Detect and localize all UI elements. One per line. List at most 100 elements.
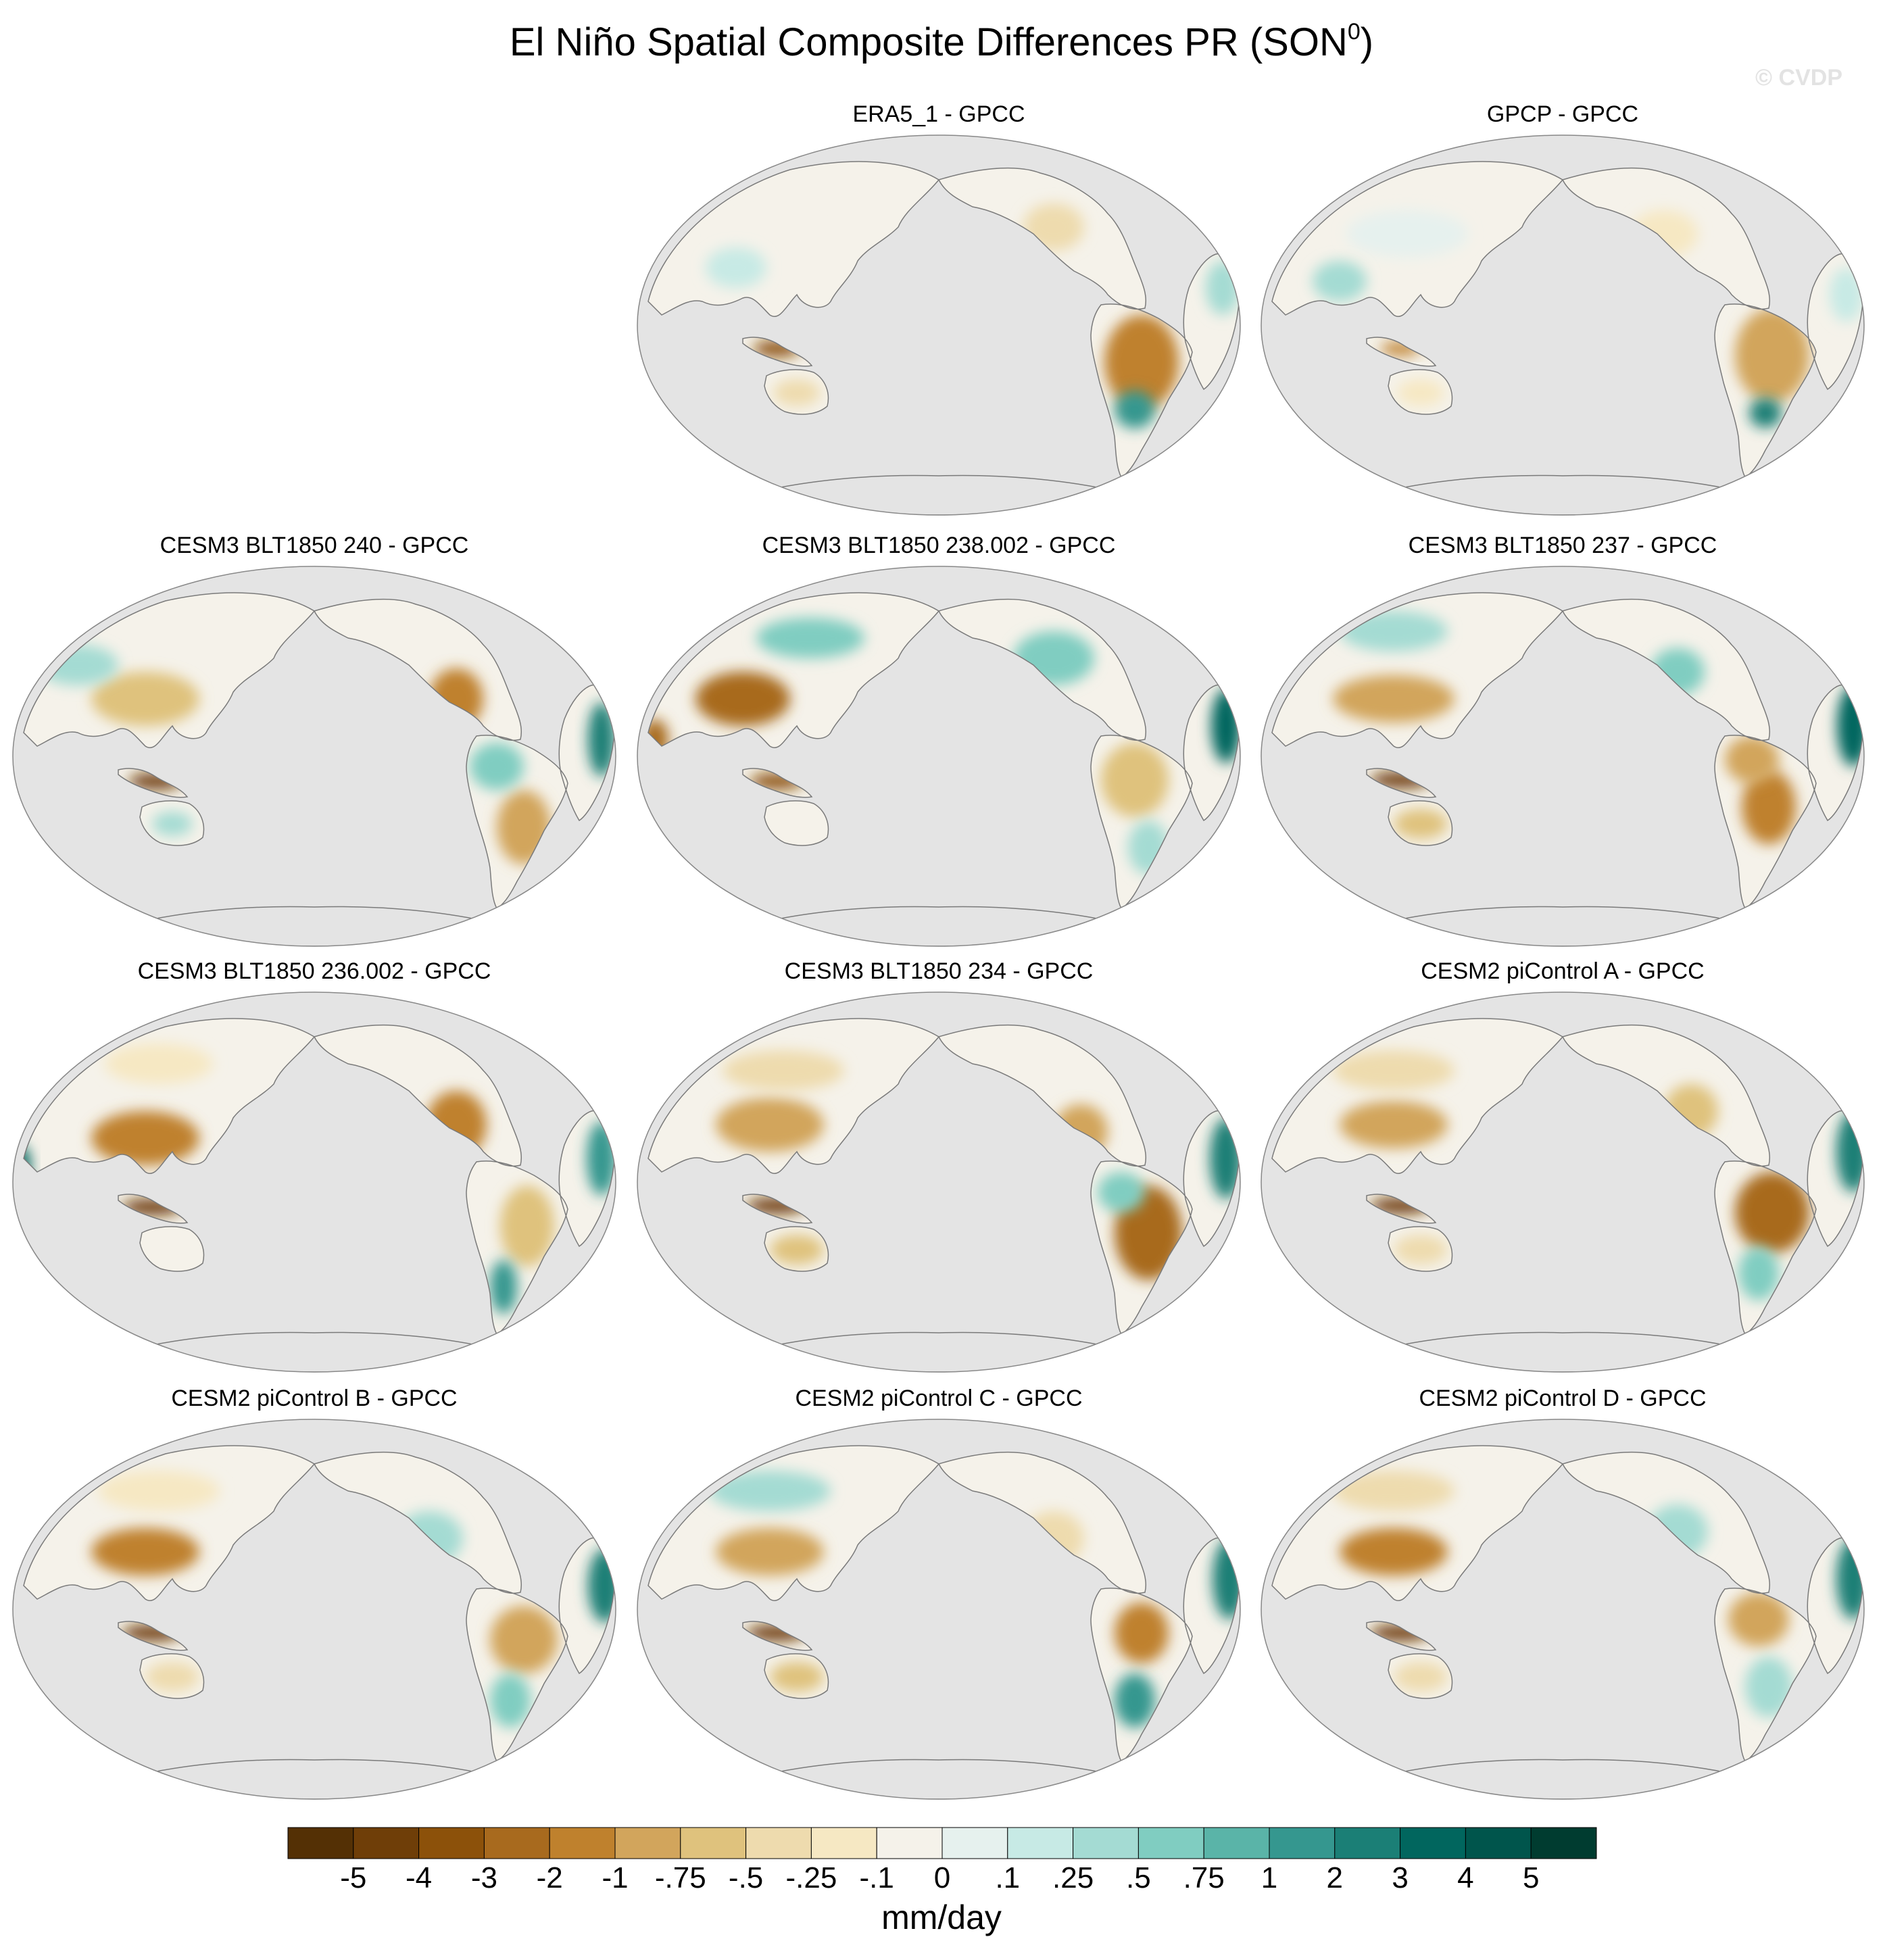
panel-title: CESM2 piControl C - GPCC — [795, 1386, 1083, 1411]
panel-title: CESM3 BLT1850 234 - GPCC — [784, 958, 1094, 984]
colorbar-tick-label: 3 — [1392, 1861, 1409, 1894]
coastline — [1714, 303, 1817, 478]
coastline — [118, 1621, 189, 1651]
coastline — [647, 1018, 940, 1174]
coastline — [466, 735, 568, 909]
anomaly-region — [1728, 1592, 1789, 1646]
anomaly-region — [716, 1098, 824, 1152]
anomaly-region — [1333, 1050, 1454, 1091]
figure-title: El Niño Spatial Composite Differences PR… — [509, 19, 1374, 64]
coastline — [742, 1621, 813, 1651]
colorbar-swatch — [287, 1827, 354, 1859]
land-australia — [764, 800, 829, 846]
anomaly-region — [470, 743, 524, 790]
colorbar-tick-label: 5 — [1522, 1861, 1540, 1894]
coastline — [1090, 303, 1193, 478]
coastline — [764, 1226, 829, 1272]
world-map — [12, 566, 616, 947]
coastline — [118, 1194, 189, 1224]
panel-title: CESM3 BLT1850 236.002 - GPCC — [137, 958, 491, 984]
coastline — [1388, 1226, 1453, 1272]
colorbar-tick-label: 1 — [1261, 1861, 1278, 1894]
colorbar-tick-label: -3 — [470, 1861, 497, 1894]
panel-title: CESM2 piControl D - GPCC — [1419, 1386, 1707, 1411]
coastline — [1090, 1588, 1193, 1762]
coastline — [139, 1226, 205, 1272]
map-border — [637, 134, 1241, 516]
colorbar-swatch — [1138, 1827, 1204, 1859]
coastline — [1714, 735, 1817, 909]
colorbar-tick-label: -.1 — [859, 1861, 894, 1894]
colorbar-swatch — [1073, 1827, 1139, 1859]
anomaly-region — [1340, 1528, 1448, 1575]
coastline — [742, 337, 813, 367]
panel-title: CESM2 piControl B - GPCC — [171, 1386, 458, 1411]
colorbar-swatch — [810, 1827, 877, 1859]
anomaly-region — [490, 1260, 517, 1314]
anomaly-region — [145, 1662, 199, 1692]
anomaly-region — [1115, 391, 1155, 428]
coastline — [1366, 1621, 1437, 1651]
colorbar-tick-label: -.25 — [785, 1861, 837, 1894]
coastline — [1090, 735, 1193, 909]
world-map — [12, 991, 616, 1373]
anomaly-region — [24, 1145, 30, 1174]
anomaly-region — [490, 1606, 558, 1673]
colorbar-units: mm/day — [881, 1898, 1002, 1936]
anomaly-region — [695, 672, 790, 726]
map-border — [1261, 1419, 1865, 1800]
colorbar-swatch — [1400, 1827, 1466, 1859]
anomaly-region — [105, 1044, 213, 1084]
colorbar-swatch — [680, 1827, 747, 1859]
coastline — [23, 592, 316, 748]
colorbar-swatch — [942, 1827, 1008, 1859]
coastline — [1271, 1018, 1564, 1174]
colorbar-tick-label: 2 — [1326, 1861, 1344, 1894]
world-map — [637, 566, 1241, 947]
anomaly-region — [500, 1185, 554, 1267]
anomaly-region — [1735, 1172, 1809, 1253]
anomaly-region — [1397, 379, 1444, 406]
world-map — [1261, 134, 1865, 516]
coastline — [466, 1588, 568, 1762]
anomaly-region — [1340, 1101, 1448, 1148]
anomaly-region — [716, 1528, 824, 1575]
colorbar-swatch — [1334, 1827, 1401, 1859]
anomaly-region — [1098, 1172, 1145, 1212]
world-map — [637, 134, 1241, 516]
colorbar-tick-label: 4 — [1457, 1861, 1474, 1894]
anomaly-region — [1346, 210, 1468, 258]
coastline — [1271, 592, 1564, 748]
map-border — [12, 1419, 616, 1800]
anomaly-region — [1725, 736, 1779, 783]
anomaly-region — [91, 672, 199, 726]
land-alaska — [1563, 1025, 1770, 1167]
coastline — [1388, 369, 1453, 415]
anomaly-region — [91, 1528, 199, 1575]
land-eurasia — [648, 1446, 939, 1601]
anomaly-region — [91, 1111, 199, 1165]
colorbar-tick-label: .75 — [1183, 1861, 1225, 1894]
colorbar-swatch — [418, 1827, 485, 1859]
colorbar-swatch — [483, 1827, 550, 1859]
map-border — [637, 991, 1241, 1373]
colorbar-tick-label: .1 — [995, 1861, 1021, 1894]
anomaly-region — [1394, 1662, 1448, 1692]
land-eurasia — [1272, 1019, 1563, 1174]
anomaly-region — [1115, 1673, 1155, 1728]
colorbar-tick-labels: -5 -4 -3 -2 -1 -.75 -.5 -.25 -.1 0 .1 .25 .5 .75 1 2 3 4 5 — [0, 1861, 1883, 1902]
coastline — [139, 800, 205, 846]
map-border — [637, 1419, 1241, 1800]
land-australia — [140, 1226, 204, 1271]
anomaly-region — [490, 1673, 531, 1728]
coastline — [1714, 1160, 1817, 1335]
land-eurasia — [1272, 1446, 1563, 1601]
coastline — [647, 592, 940, 748]
coastline — [118, 768, 189, 798]
map-border — [1261, 566, 1865, 947]
land-eurasia — [24, 1446, 314, 1601]
coastline — [1090, 1160, 1193, 1335]
panel-title: GPCP - GPCC — [1486, 101, 1639, 127]
coastline — [742, 768, 813, 798]
coastline — [1714, 1588, 1817, 1762]
